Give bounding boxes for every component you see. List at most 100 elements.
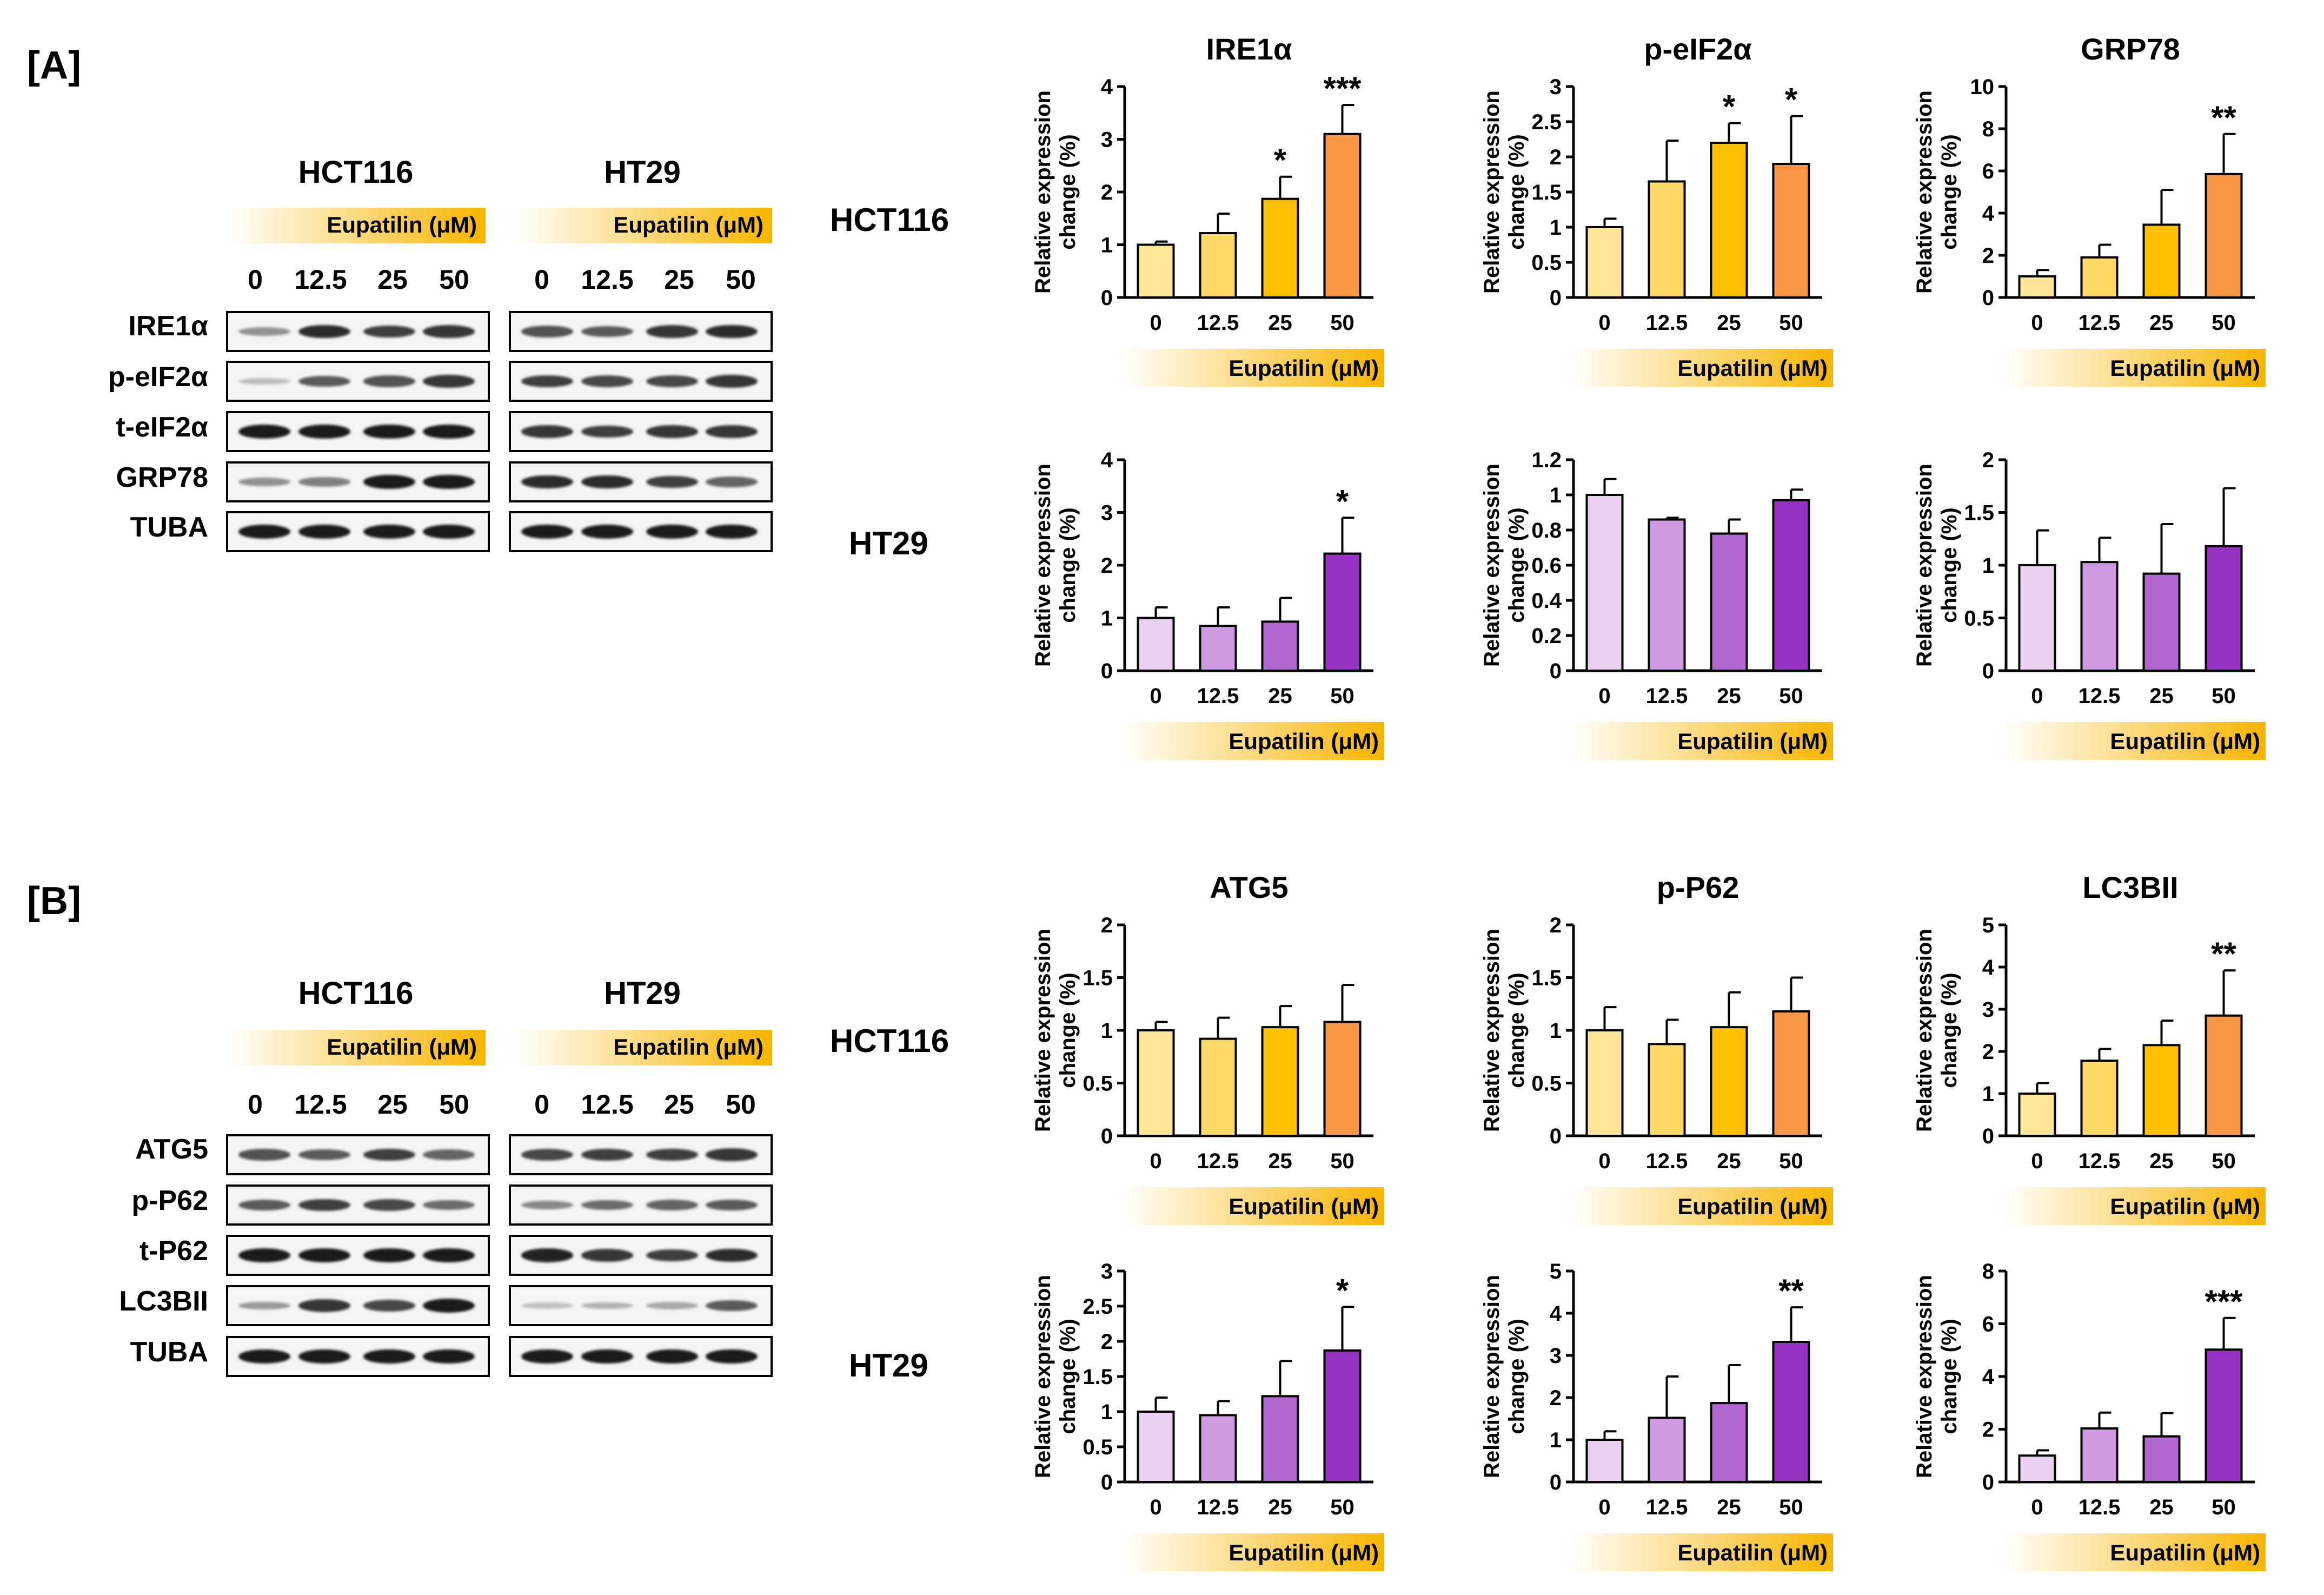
- significance-marker: *: [1274, 142, 1287, 178]
- treatment-gradient: Eupatilin (μM): [513, 1030, 772, 1065]
- blot-band: [646, 325, 698, 338]
- x-tick-label: 12.5: [1197, 1149, 1239, 1173]
- x-axis-label: Eupatilin (μM): [1677, 355, 1828, 381]
- blot-band: [706, 375, 758, 388]
- y-tick-label: 0: [1982, 286, 1994, 310]
- x-axis-label: Eupatilin (μM): [2110, 729, 2260, 754]
- panel-label-a: [A]: [27, 44, 81, 87]
- y-label-line: Relative expression: [1480, 90, 1504, 294]
- x-tick-label: 25: [1717, 1149, 1741, 1173]
- blot-band: [521, 1248, 574, 1262]
- x-tick-label: 0: [1150, 1149, 1161, 1173]
- blot-band: [298, 1248, 350, 1262]
- y-label-line: Relative expression: [1480, 929, 1504, 1132]
- blot-band: [298, 1349, 350, 1364]
- blot-band: [521, 525, 574, 539]
- blot-band: [298, 325, 350, 339]
- bar: [1648, 518, 1686, 672]
- y-label-line: change (%): [1505, 972, 1529, 1088]
- blot-head-hct116: HCT116: [298, 155, 414, 190]
- y-axis-label: Relative expression change (%): [1031, 90, 1080, 294]
- bar: [1261, 1395, 1299, 1483]
- y-label-line: change (%): [1056, 134, 1080, 249]
- x-tick-label: 0: [2031, 1149, 2043, 1173]
- blot-strip: [509, 1235, 773, 1276]
- y-tick-label: 3: [1101, 1260, 1113, 1283]
- blot-strip: [226, 511, 490, 552]
- bar: [2142, 572, 2181, 672]
- y-tick-label: 4: [1101, 75, 1113, 99]
- x-axis-label: Eupatilin (μM): [1677, 1540, 1828, 1565]
- blot-band: [298, 1149, 350, 1161]
- blot-band: [238, 1149, 291, 1161]
- bar: [1199, 1414, 1237, 1483]
- y-axis-label: Relative expression change (%): [1480, 90, 1529, 294]
- bar: [1585, 1029, 1624, 1137]
- blot-band: [423, 525, 475, 539]
- bar: [1772, 1341, 1810, 1483]
- blot-strip: [226, 1285, 490, 1326]
- blot-band: [646, 1249, 698, 1262]
- blot-band: [238, 378, 291, 385]
- bar: [2205, 1014, 2243, 1137]
- treatment-gradient: [1568, 1533, 1833, 1571]
- treatment-label: Eupatilin (μM): [327, 212, 477, 237]
- y-axis-label: Relative expression change (%): [1913, 1275, 1961, 1478]
- x-tick-label: 50: [2212, 1149, 2236, 1173]
- y-label-line: Relative expression: [1031, 929, 1055, 1132]
- bar: [1199, 232, 1237, 299]
- conc-label: 50: [439, 1089, 469, 1120]
- blot-band: [423, 1299, 475, 1313]
- y-tick-label: 1: [1101, 234, 1113, 257]
- y-tick-label: 0: [1101, 1471, 1113, 1494]
- y-tick-label: 0: [1982, 1471, 1994, 1494]
- treatment-gradient: [1119, 1187, 1384, 1225]
- y-label-line: change (%): [1937, 507, 1961, 623]
- bar: [1199, 625, 1237, 672]
- conc-label: 25: [377, 1089, 408, 1120]
- y-tick-label: 2: [1550, 145, 1562, 169]
- blot-band: [423, 325, 475, 338]
- y-label-line: change (%): [1056, 972, 1080, 1088]
- blot-band: [646, 1349, 698, 1364]
- blot-band: [423, 1149, 475, 1160]
- x-axis-label: Eupatilin (μM): [1677, 729, 1828, 754]
- treatment-gradient: [2001, 722, 2266, 760]
- blot-band: [363, 1349, 415, 1364]
- bar: [2018, 1093, 2056, 1137]
- bar: [1585, 494, 1624, 672]
- blot-band: [581, 1249, 633, 1262]
- significance-marker: **: [2211, 936, 2236, 972]
- x-tick-label: 0: [2031, 1495, 2043, 1519]
- y-tick-label: 0.5: [1531, 1072, 1562, 1096]
- y-axis-label: Relative expression change (%): [1480, 929, 1529, 1132]
- y-label-line: Relative expression: [1480, 1275, 1504, 1478]
- bar: [1199, 1037, 1237, 1137]
- x-tick-label: 0: [2031, 684, 2043, 708]
- blot-strip: [509, 1336, 773, 1377]
- bar: [1585, 226, 1624, 299]
- y-label-line: Relative expression: [1913, 1275, 1936, 1478]
- y-tick-label: 4: [1101, 448, 1113, 472]
- y-label-line: Relative expression: [1031, 1275, 1055, 1478]
- y-tick-label: 0.4: [1531, 589, 1562, 613]
- y-label-line: change (%): [1505, 507, 1529, 623]
- y-tick-label: 2: [1101, 914, 1113, 937]
- row-label-hct116-b: HCT116: [830, 1023, 949, 1059]
- x-tick-label: 50: [2212, 311, 2236, 335]
- bar: [2080, 1060, 2119, 1137]
- y-axis-label: Relative expression change (%): [1031, 929, 1080, 1132]
- bar: [1585, 1439, 1624, 1483]
- y-label-line: Relative expression: [1913, 90, 1936, 294]
- y-label-line: Relative expression: [1480, 464, 1504, 667]
- x-tick-label: 50: [1779, 311, 1803, 335]
- bar-chart-3: GRP78 Relative expression change (%) 0 2 4 6 8 1…: [1913, 32, 2266, 387]
- protein-label: p-P62: [131, 1185, 208, 1216]
- blot-strip: [509, 511, 773, 552]
- blot-band: [646, 475, 698, 488]
- blot-band: [581, 1200, 633, 1210]
- x-axis-label: Eupatilin (μM): [1677, 1194, 1828, 1219]
- panel-label-b: [B]: [27, 879, 81, 923]
- x-tick-label: 25: [1268, 1149, 1292, 1173]
- conc-label: 0: [534, 1089, 549, 1120]
